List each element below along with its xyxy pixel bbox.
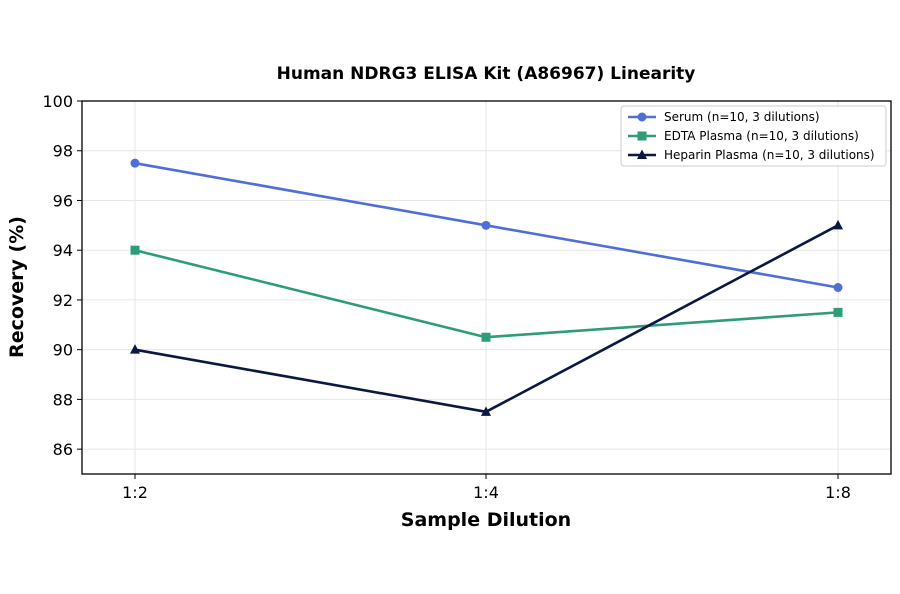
chart-title: Human NDRG3 ELISA Kit (A86967) Linearity xyxy=(277,64,696,84)
y-tick-label: 90 xyxy=(53,341,73,360)
x-tick-label: 1:2 xyxy=(122,483,148,502)
x-tick-label: 1:8 xyxy=(825,483,851,502)
legend-item: Heparin Plasma (n=10, 3 dilutions) xyxy=(628,148,875,162)
legend-box xyxy=(620,105,887,167)
series-2 xyxy=(130,245,843,342)
data-point xyxy=(833,307,843,317)
y-tick-label: 98 xyxy=(53,142,73,161)
data-point xyxy=(130,344,140,354)
data-point xyxy=(481,220,491,230)
y-tick-label: 92 xyxy=(53,291,73,310)
legend-item: Serum (n=10, 3 dilutions) xyxy=(628,110,820,124)
data-point xyxy=(481,332,491,342)
data-point xyxy=(833,219,843,230)
y-axis-label: Recovery (%) xyxy=(6,216,28,358)
series-1 xyxy=(130,158,843,292)
x-axis-ticks: 1:2 1:4 1:8 xyxy=(122,474,851,502)
y-tick-label: 86 xyxy=(53,440,73,459)
legend-label: Serum (n=10, 3 dilutions) xyxy=(664,110,820,124)
legend-marker xyxy=(637,149,647,159)
series-3 xyxy=(130,219,843,416)
y-tick-label: 88 xyxy=(53,390,73,409)
y-tick-label: 100 xyxy=(42,92,73,111)
legend: Serum (n=10, 3 dilutions) EDTA Plasma (n=… xyxy=(620,105,887,167)
legend-marker xyxy=(637,112,647,122)
data-point xyxy=(833,283,843,292)
x-tick-label: 1:4 xyxy=(473,483,499,502)
y-tick-label: 96 xyxy=(53,191,73,210)
legend-label: Heparin Plasma (n=10, 3 dilutions) xyxy=(664,148,875,162)
legend-marker xyxy=(637,131,647,141)
data-point xyxy=(481,406,491,416)
data-point xyxy=(130,245,140,255)
y-tick-label: 94 xyxy=(53,241,73,260)
x-axis-label: Sample Dilution xyxy=(401,509,571,531)
legend-item: EDTA Plasma (n=10, 3 dilutions) xyxy=(628,129,859,143)
series-layer xyxy=(130,158,843,416)
data-point xyxy=(130,158,140,168)
y-axis-ticks: 86 88 90 92 94 96 98 100 xyxy=(42,92,82,459)
legend-label: EDTA Plasma (n=10, 3 dilutions) xyxy=(664,129,859,143)
